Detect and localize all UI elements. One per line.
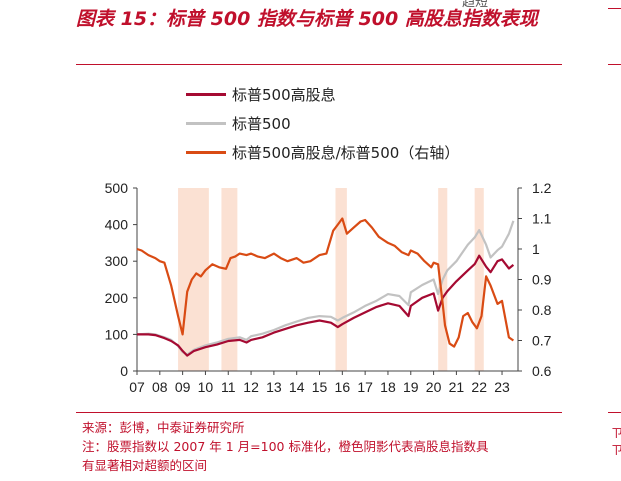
x-tick-label: 15 bbox=[312, 379, 328, 395]
shaded-range bbox=[474, 188, 484, 371]
right-tick-label: 1 bbox=[532, 241, 540, 257]
footnote: 有显著相对超额的区间 bbox=[82, 458, 208, 473]
left-tick-label: 400 bbox=[105, 217, 129, 233]
edge-rule bbox=[608, 64, 621, 65]
x-tick-label: 18 bbox=[380, 379, 396, 395]
right-tick-label: 1.1 bbox=[532, 211, 552, 227]
x-tick-label: 17 bbox=[357, 379, 373, 395]
legend-swatch bbox=[186, 122, 226, 125]
right-tick-label: 0.6 bbox=[532, 363, 552, 379]
legend-item: 标普500高股息 bbox=[186, 80, 459, 109]
legend-label: 标普500 bbox=[232, 115, 291, 133]
legend-label: 标普500高股息 bbox=[232, 86, 336, 104]
x-tick-label: 11 bbox=[221, 379, 236, 395]
footnote: 注：股票指数以 2007 年 1 月=100 标准化，橙色阴影代表高股息指数具 bbox=[82, 439, 489, 454]
legend-label: 标普500高股息/标普500（右轴） bbox=[232, 144, 460, 162]
left-tick-label: 0 bbox=[120, 363, 128, 379]
x-tick-label: 20 bbox=[426, 379, 442, 395]
shaded-range bbox=[335, 188, 347, 371]
right-tick-label: 0.7 bbox=[532, 333, 552, 349]
x-tick-label: 13 bbox=[266, 379, 282, 395]
legend-item: 标普500 bbox=[186, 109, 459, 138]
left-tick-label: 500 bbox=[105, 180, 129, 196]
series-line-high-dividend bbox=[137, 254, 515, 357]
source-note: 来源：彭博，中泰证券研究所 bbox=[82, 420, 245, 435]
edge-rule bbox=[608, 412, 621, 413]
x-tick-label: 12 bbox=[243, 379, 259, 395]
x-tick-label: 14 bbox=[289, 379, 305, 395]
legend-swatch bbox=[186, 151, 226, 154]
x-tick-label: 09 bbox=[175, 379, 191, 395]
right-tick-label: 0.9 bbox=[532, 272, 552, 288]
figure-title: 图表 15：标普 500 指数与标普 500 高股息指数表现 bbox=[76, 8, 538, 30]
right-tick-label: 0.8 bbox=[532, 302, 552, 318]
shaded-range bbox=[221, 188, 238, 371]
x-tick-label: 23 bbox=[494, 379, 510, 395]
edge-glyph: ㄗ bbox=[611, 426, 621, 440]
footer-rule bbox=[76, 412, 562, 413]
legend-item: 标普500高股息/标普500（右轴） bbox=[186, 138, 459, 167]
title-rule bbox=[76, 64, 562, 65]
series-line-ratio bbox=[136, 217, 515, 348]
x-tick-label: 10 bbox=[198, 379, 214, 395]
x-tick-label: 19 bbox=[403, 379, 419, 395]
x-tick-label: 16 bbox=[335, 379, 351, 395]
edge-rule bbox=[608, 8, 621, 9]
left-tick-label: 200 bbox=[105, 290, 129, 306]
left-tick-label: 100 bbox=[105, 326, 129, 342]
right-tick-label: 1.2 bbox=[532, 180, 552, 196]
x-tick-label: 22 bbox=[471, 379, 487, 395]
chart-legend: 标普500高股息 标普500 标普500高股息/标普500（右轴） bbox=[186, 80, 459, 167]
x-tick-label: 21 bbox=[449, 379, 465, 395]
left-tick-label: 300 bbox=[105, 253, 129, 269]
edge-glyph: ㄗ bbox=[611, 443, 621, 457]
legend-swatch bbox=[186, 93, 226, 96]
clipped-text: 趋短 bbox=[462, 0, 489, 10]
x-tick-label: 07 bbox=[129, 379, 145, 395]
shaded-range bbox=[178, 188, 209, 371]
x-tick-label: 08 bbox=[152, 379, 168, 395]
